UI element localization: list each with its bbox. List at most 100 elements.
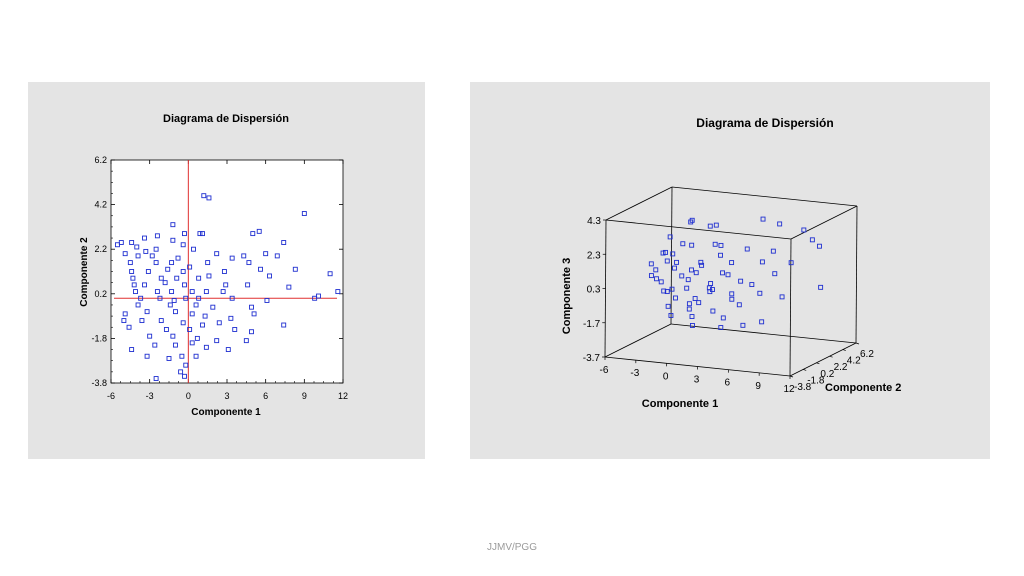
x-tick-label: 6: [263, 391, 268, 401]
data-point: [707, 289, 713, 295]
data-point: [206, 273, 212, 279]
data-point: [672, 265, 677, 271]
data-point: [729, 296, 735, 302]
data-point: [653, 267, 659, 273]
data-point: [130, 275, 136, 281]
data-point: [801, 227, 807, 233]
data-point: [126, 324, 132, 330]
z-tick-label: 0.3: [587, 285, 601, 296]
data-point: [197, 231, 203, 237]
x-tick-label: -3: [630, 368, 639, 379]
data-point: [264, 298, 270, 303]
box-edge: [790, 205, 858, 240]
data-point: [770, 248, 776, 254]
box-edge: [670, 323, 857, 344]
y-tick-label: 2.2: [834, 362, 848, 373]
y-tick-mark: [842, 349, 846, 351]
data-point: [241, 253, 247, 259]
y-axis-label: Componente 2: [825, 382, 901, 394]
data-point: [689, 267, 694, 273]
data-point: [725, 272, 731, 278]
data-point: [777, 221, 783, 227]
z-tick-label: 2.3: [587, 250, 601, 261]
data-point: [191, 246, 196, 252]
data-point: [189, 289, 195, 295]
data-point: [663, 249, 668, 255]
data-point: [144, 309, 150, 315]
data-point: [203, 344, 209, 350]
data-point: [228, 315, 234, 321]
data-point: [809, 237, 815, 243]
data-point: [688, 219, 694, 225]
data-point: [243, 338, 249, 344]
data-point: [145, 269, 151, 274]
data-point: [144, 353, 150, 359]
box-edge: [605, 219, 792, 240]
data-point: [258, 266, 263, 272]
data-point: [158, 275, 164, 281]
chart-title: Diagrama de Dispersión: [696, 116, 833, 130]
data-point: [229, 255, 235, 261]
data-point: [245, 282, 251, 288]
y-tick-label: 2.2: [94, 244, 107, 254]
axis-ticks: -6 -3 0 3 6 9 12 -3.8-1.80.22.24.26.2 -3.7 -1.7 0.…: [583, 216, 875, 395]
y-tick-label: -3.8: [91, 378, 107, 388]
3d-box-frame: [604, 186, 858, 377]
x-tick-label: 12: [783, 384, 795, 395]
scatter-points: [648, 216, 824, 331]
data-point: [149, 253, 155, 259]
data-point: [170, 222, 176, 228]
data-point: [163, 327, 169, 332]
data-point: [158, 318, 164, 324]
data-point: [122, 251, 128, 257]
data-point: [292, 266, 298, 272]
data-point: [189, 340, 195, 346]
data-point: [759, 319, 765, 325]
data-point: [667, 234, 673, 240]
data-point: [169, 260, 175, 266]
data-point: [759, 259, 765, 265]
data-point: [738, 278, 744, 284]
data-point: [772, 271, 778, 277]
data-point: [232, 327, 238, 332]
data-point: [129, 347, 135, 352]
data-point: [665, 303, 671, 309]
data-point: [203, 289, 209, 295]
y-tick-mark: [816, 362, 820, 365]
scatter-chart-3d: Diagrama de Dispersión -6 -3 0 3 6 9 12 -3.8-1.…: [561, 116, 901, 410]
data-point: [210, 304, 216, 310]
data-point: [183, 295, 189, 301]
data-point: [183, 362, 189, 368]
data-point: [147, 333, 153, 339]
data-point: [664, 289, 670, 295]
data-point: [335, 289, 341, 295]
data-point: [221, 269, 227, 274]
data-point: [182, 373, 187, 379]
y-tick-label: -1.8: [807, 375, 825, 386]
data-point: [669, 286, 675, 292]
data-point: [179, 353, 185, 359]
y-tick-label: 4.2: [94, 200, 107, 210]
y-tick-label: -1.8: [91, 333, 107, 343]
x-tick-label: -3: [146, 391, 154, 401]
data-point: [139, 318, 145, 324]
box-edge: [855, 205, 858, 344]
data-point: [129, 269, 135, 274]
scatter-points: [114, 193, 341, 381]
x-tick-label: 0: [663, 371, 669, 382]
data-point: [165, 266, 171, 272]
data-point: [660, 250, 666, 256]
data-point: [122, 311, 128, 317]
y-axis-label: Componente 2: [79, 237, 90, 307]
data-point: [214, 338, 220, 344]
data-point: [729, 260, 735, 266]
data-point: [670, 251, 676, 257]
data-point: [172, 309, 178, 315]
data-point: [175, 255, 181, 261]
data-point: [223, 282, 229, 288]
data-point: [749, 282, 755, 288]
data-point: [170, 237, 176, 243]
data-point: [167, 302, 173, 308]
data-point: [674, 259, 680, 265]
data-point: [162, 280, 168, 286]
